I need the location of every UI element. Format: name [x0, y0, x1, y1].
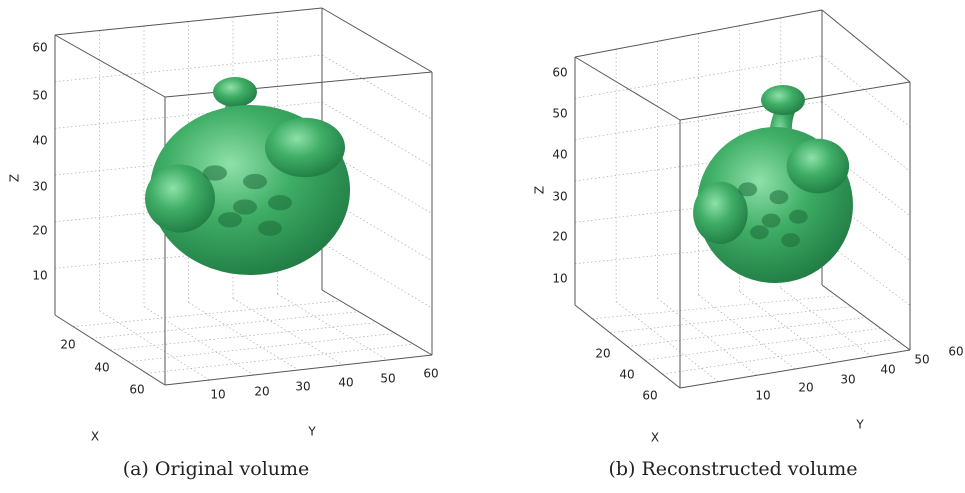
blob-hole — [243, 173, 267, 190]
box-edge — [54, 314, 166, 386]
blob-hole — [761, 213, 781, 228]
grid-line — [321, 101, 433, 167]
z-tick-label: 30 — [32, 180, 47, 194]
grid-line — [109, 322, 378, 351]
grid-line — [54, 54, 323, 83]
box-edge — [821, 284, 911, 351]
grid-line — [574, 147, 823, 182]
grid-line — [54, 148, 323, 176]
y-tick-label: 30 — [840, 373, 855, 387]
box-edge — [164, 354, 433, 386]
y-tick-label: 50 — [380, 372, 395, 386]
z-axis-label: Z — [8, 174, 22, 182]
x-axis-label: X — [651, 431, 659, 445]
blob-hole — [781, 233, 800, 248]
blob-lobe — [786, 138, 850, 194]
grid-line — [574, 238, 823, 265]
panel-caption: (a) Original volume — [123, 458, 310, 480]
grid-line — [821, 193, 911, 261]
x-tick-label: 60 — [129, 383, 144, 397]
y-tick-label: 40 — [338, 376, 353, 390]
z-tick-label: 10 — [32, 269, 47, 283]
z-tick-label: 10 — [552, 272, 567, 286]
x-tick-label: 40 — [94, 361, 109, 375]
grid-line — [188, 302, 299, 371]
box-edge — [321, 289, 433, 356]
x-tick-label: 20 — [60, 338, 75, 352]
box-edge — [54, 7, 323, 36]
z-tick-label: 50 — [32, 89, 47, 103]
y-tick-label: 30 — [295, 380, 310, 394]
y-tick-label: 50 — [914, 353, 929, 367]
y-axis-label: Y — [855, 418, 864, 432]
z-tick-label: 20 — [552, 230, 567, 244]
blob-hole — [789, 209, 808, 224]
x-tick-label: 40 — [619, 368, 634, 382]
blob-hole — [769, 190, 789, 205]
box-edge — [574, 56, 681, 121]
y-axis-label: Y — [307, 425, 316, 439]
grid-line — [321, 54, 433, 120]
box-edge — [54, 34, 166, 98]
y-tick-label: 10 — [755, 389, 770, 403]
box-edge — [679, 349, 911, 389]
x-axis-label: X — [91, 430, 99, 444]
blob-hole — [233, 199, 257, 215]
grid-line — [627, 317, 867, 347]
blob-hole — [203, 165, 227, 181]
blob-hole — [258, 220, 282, 236]
z-tick-label: 60 — [552, 66, 567, 80]
grid-line — [821, 55, 911, 127]
grid-line — [277, 293, 388, 361]
y-tick-label: 60 — [423, 367, 438, 381]
box-edge — [321, 7, 433, 73]
box-edge — [821, 9, 911, 83]
grid-line — [232, 298, 344, 366]
blob-hole — [738, 182, 758, 197]
blob-hole — [218, 212, 242, 228]
grid-line — [592, 295, 837, 320]
blob-hole — [750, 225, 769, 240]
y-tick-label: 20 — [798, 381, 813, 395]
z-tick-label: 40 — [552, 148, 567, 162]
z-tick-label: 60 — [32, 41, 47, 55]
blob-top — [213, 77, 257, 107]
z-tick-label: 40 — [32, 134, 47, 148]
grid-line — [54, 195, 323, 223]
blob-lobe — [145, 164, 215, 233]
y-tick-label: 40 — [880, 363, 895, 377]
x-tick-label: 20 — [595, 347, 610, 361]
panel-caption: (b) Reconstructed volume — [608, 458, 857, 480]
z-axis-label: Z — [533, 186, 547, 194]
box-edge — [574, 304, 681, 389]
y-tick-label: 10 — [210, 388, 225, 402]
blob-hole — [268, 195, 292, 211]
grid-line — [821, 147, 911, 217]
grid-line — [128, 332, 396, 363]
x-tick-label: 60 — [642, 389, 657, 403]
blob-lobe — [265, 117, 345, 178]
y-tick-label: 60 — [948, 345, 963, 359]
blob-top — [761, 85, 805, 115]
grid-line — [662, 338, 896, 375]
grid-line — [54, 242, 323, 269]
grid-line — [321, 242, 433, 309]
grid-line — [73, 300, 341, 328]
y-tick-label: 20 — [254, 385, 269, 399]
grid-line — [780, 288, 872, 357]
box-edge — [164, 71, 433, 98]
grid-line — [657, 298, 757, 376]
grid-line — [821, 101, 911, 172]
z-tick-label: 50 — [552, 107, 567, 121]
blob-lobe — [693, 181, 748, 244]
box-edge — [574, 9, 823, 58]
z-tick-label: 20 — [32, 224, 47, 238]
grid-line — [146, 343, 414, 374]
grid-line — [91, 311, 359, 339]
grid-line — [54, 101, 323, 129]
z-tick-label: 30 — [552, 190, 567, 204]
